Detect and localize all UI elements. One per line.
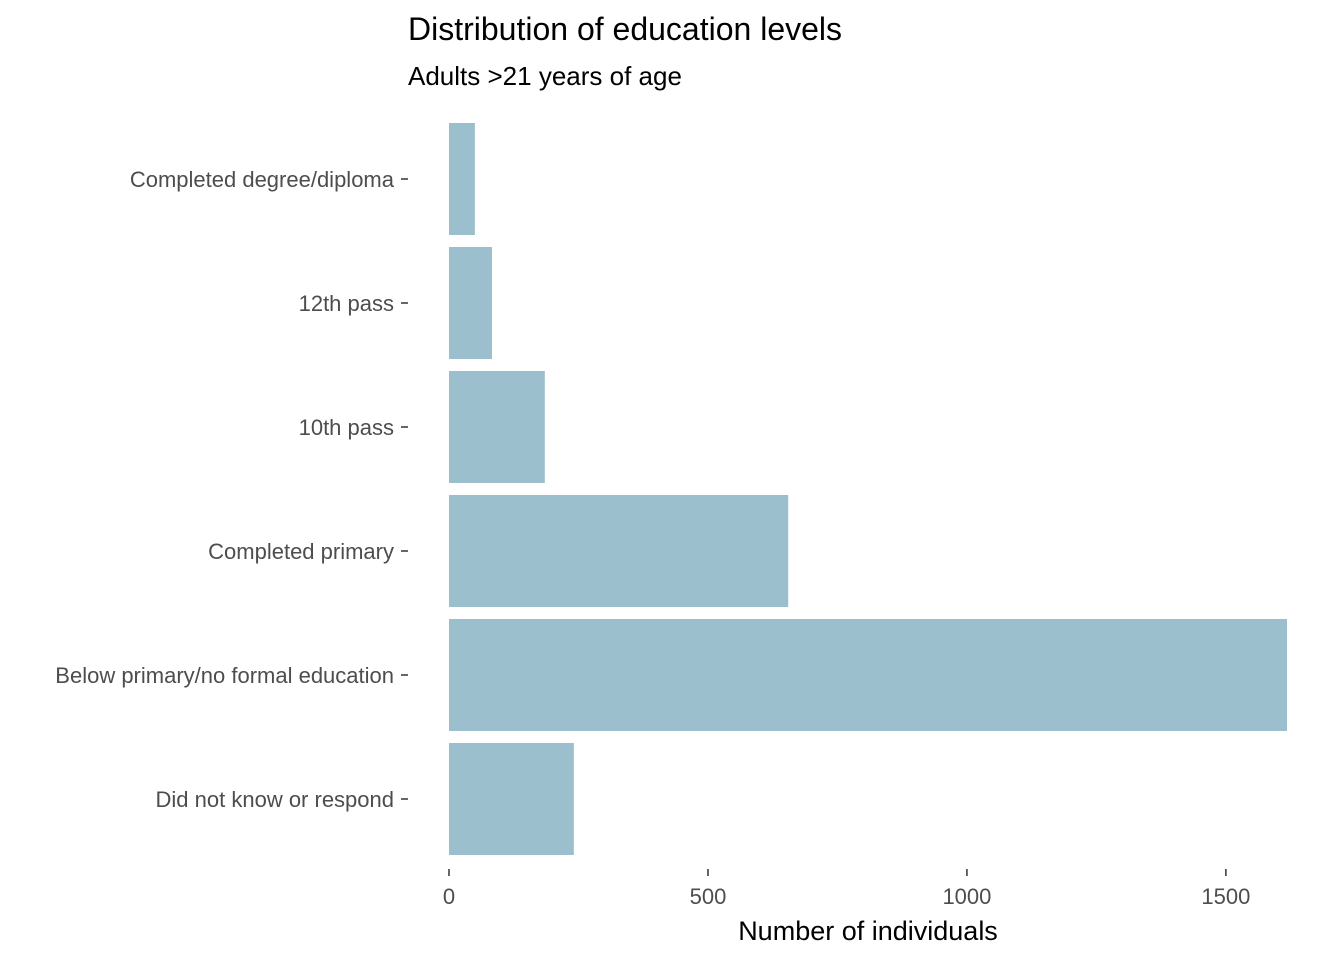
chart-subtitle: Adults >21 years of age [408, 61, 682, 91]
y-tick-label: Did not know or respond [156, 787, 394, 812]
y-tick-label: Completed primary [208, 539, 394, 564]
y-tick-label: Completed degree/diploma [130, 167, 395, 192]
bar-4 [449, 619, 1287, 731]
y-tick-label: 10th pass [299, 415, 394, 440]
bar-3 [449, 495, 789, 607]
y-axis: Completed degree/diploma 12th pass 10th pa… [55, 167, 408, 812]
x-tick-label: 500 [690, 884, 727, 909]
x-tick-label: 1000 [942, 884, 991, 909]
x-axis-title: Number of individuals [738, 916, 998, 946]
bar-0 [449, 123, 475, 235]
bar-1 [449, 247, 492, 359]
x-tick-label: 0 [443, 884, 455, 909]
y-tick-label: Below primary/no formal education [55, 663, 394, 688]
x-tick-label: 1500 [1201, 884, 1250, 909]
bar-5 [449, 743, 574, 855]
bar-2 [449, 371, 545, 483]
x-axis: 0 500 1000 1500 [443, 869, 1250, 909]
chart-title: Distribution of education levels [408, 11, 842, 47]
y-tick-label: 12th pass [299, 291, 394, 316]
bars-group [449, 123, 1287, 855]
